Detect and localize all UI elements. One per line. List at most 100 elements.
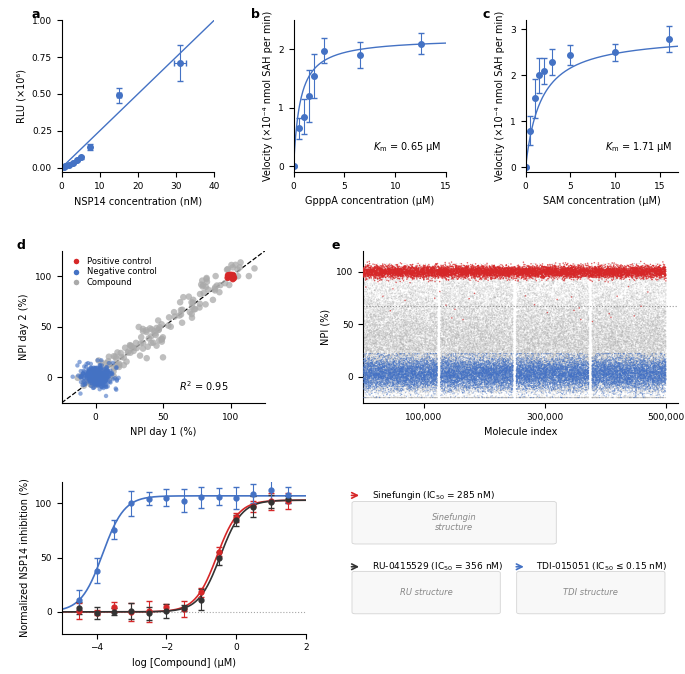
Point [514,371,525,382]
Point [487,391,498,402]
Point [377,270,388,281]
Point [443,368,454,379]
Point [495,267,506,278]
Negative control [93,371,104,382]
Point [361,311,372,322]
Point [581,334,592,344]
Point [495,374,506,385]
Point [618,300,629,311]
Point [370,387,381,398]
Point [554,305,565,316]
Point [377,388,388,398]
Point [648,286,659,297]
Point [389,375,400,386]
Point [522,338,533,349]
Point [630,317,641,328]
Point [568,285,579,296]
Point [455,352,466,363]
Point [554,319,565,330]
Point [365,367,376,378]
Point [363,326,374,336]
Point [563,311,574,322]
Point [545,369,556,380]
Point [381,365,392,375]
Point [553,265,564,276]
Point [473,381,484,392]
Point [597,353,608,364]
Point [556,302,567,313]
Point [404,321,415,332]
Point [369,369,379,379]
Point [484,278,495,289]
Point [541,264,552,274]
Point [564,387,575,398]
Point [549,268,560,278]
Point [530,339,541,350]
Point [606,340,617,351]
Point [553,370,564,381]
Point [469,299,479,309]
Point [491,361,502,371]
Point [550,343,561,354]
Point [591,353,602,364]
Point [649,377,660,388]
Point [521,392,532,403]
Point [358,275,369,286]
Point [482,320,493,331]
Point [500,363,511,374]
Point [416,369,427,380]
Point [526,372,537,383]
Point [382,370,393,381]
Point [443,350,453,361]
Point [466,362,477,373]
Point [610,353,621,364]
Point [651,361,662,371]
Point [550,363,561,373]
Point [406,319,416,330]
Point [658,305,669,316]
Point [572,300,583,311]
Point [465,363,476,374]
Point [628,362,639,373]
Point [514,370,525,381]
Point [562,322,573,333]
Point [401,329,412,340]
Point [608,347,619,358]
Point [366,359,377,369]
Point [358,373,369,384]
Point [652,377,663,388]
Point [384,304,395,315]
Point [597,337,608,348]
Point [407,348,418,359]
Negative control [93,371,104,381]
Point [521,266,532,276]
Point [602,365,613,375]
Point [381,356,392,367]
Point [525,274,536,285]
Point [538,312,549,323]
Point [492,360,503,371]
Point [635,349,646,360]
Point [479,376,490,387]
Point [597,290,608,301]
Point [655,318,666,329]
Point [615,350,626,361]
Point [402,359,413,369]
Point [453,303,464,314]
Point [578,266,589,277]
Point [438,375,449,386]
Point [638,372,649,383]
Point [505,371,516,382]
Point [379,271,390,282]
Point [649,363,660,374]
Point [481,363,492,373]
Point [453,357,464,368]
Point [551,333,562,344]
Point [587,266,598,276]
Point [640,271,651,282]
Point [495,344,506,355]
Point [479,328,490,339]
Point [595,361,606,372]
Point [599,349,610,360]
Point [587,369,598,380]
